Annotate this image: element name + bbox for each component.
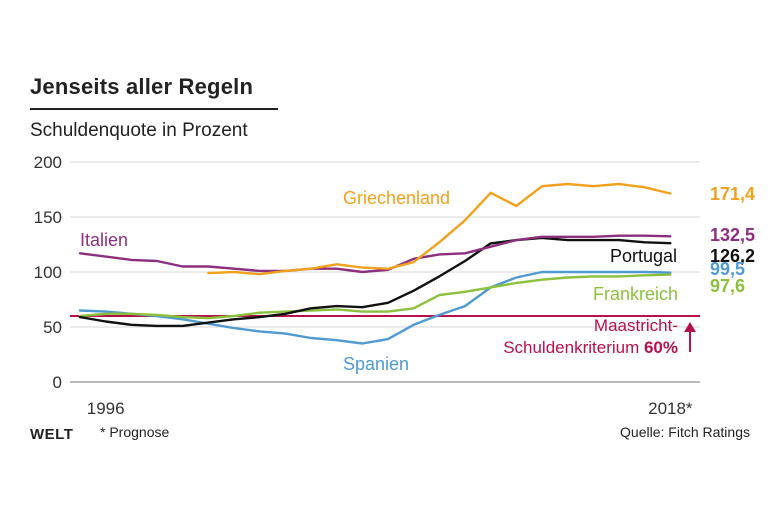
- welt-logo: WELT: [30, 426, 74, 443]
- maastricht-label-value: 60%: [644, 338, 678, 357]
- series-line-spanien: [78, 270, 672, 345]
- maastricht-label-text: Schuldenkriterium: [503, 338, 644, 357]
- maastricht-label-line2: Schuldenkriterium 60%: [503, 338, 678, 357]
- y-tick-label-150: 150: [34, 208, 62, 227]
- x-tick-label-2018: 2018*: [648, 399, 693, 418]
- end-value-label-portugal: 126,2: [710, 246, 755, 266]
- series-name-label-spanien: Spanien: [343, 354, 409, 374]
- end-value-label-italien: 132,5: [710, 225, 755, 245]
- forecast-note: * Prognose: [100, 424, 170, 440]
- end-value-label-spanien: 99,5: [710, 259, 745, 279]
- series-name-label-italien: Italien: [80, 230, 128, 250]
- series-line-italien: [78, 234, 672, 274]
- y-tick-label-200: 200: [34, 153, 62, 172]
- x-tick-label-1996: 1996: [87, 399, 125, 418]
- y-tick-label-0: 0: [53, 373, 62, 392]
- series-name-label-griechenland: Griechenland: [343, 188, 450, 208]
- series-name-label-portugal: Portugal: [610, 246, 677, 266]
- series-line-portugal: [78, 236, 672, 328]
- series-line-griechenland: [207, 182, 672, 276]
- y-tick-label-100: 100: [34, 263, 62, 282]
- y-tick-label-50: 50: [43, 318, 62, 337]
- title-underline: [30, 108, 278, 110]
- chart-title: Jenseits aller Regeln: [30, 74, 254, 99]
- chart-subtitle: Schuldenquote in Prozent: [30, 120, 248, 141]
- source-note: Quelle: Fitch Ratings: [620, 424, 750, 440]
- end-value-label-griechenland: 171,4: [710, 184, 755, 204]
- end-value-label-frankreich: 97,6: [710, 276, 745, 296]
- maastricht-arrow-head: [684, 322, 696, 332]
- maastricht-label-line1: Maastricht-: [594, 316, 678, 335]
- series-line-frankreich: [78, 273, 672, 320]
- series-name-label-frankreich: Frankreich: [593, 284, 678, 304]
